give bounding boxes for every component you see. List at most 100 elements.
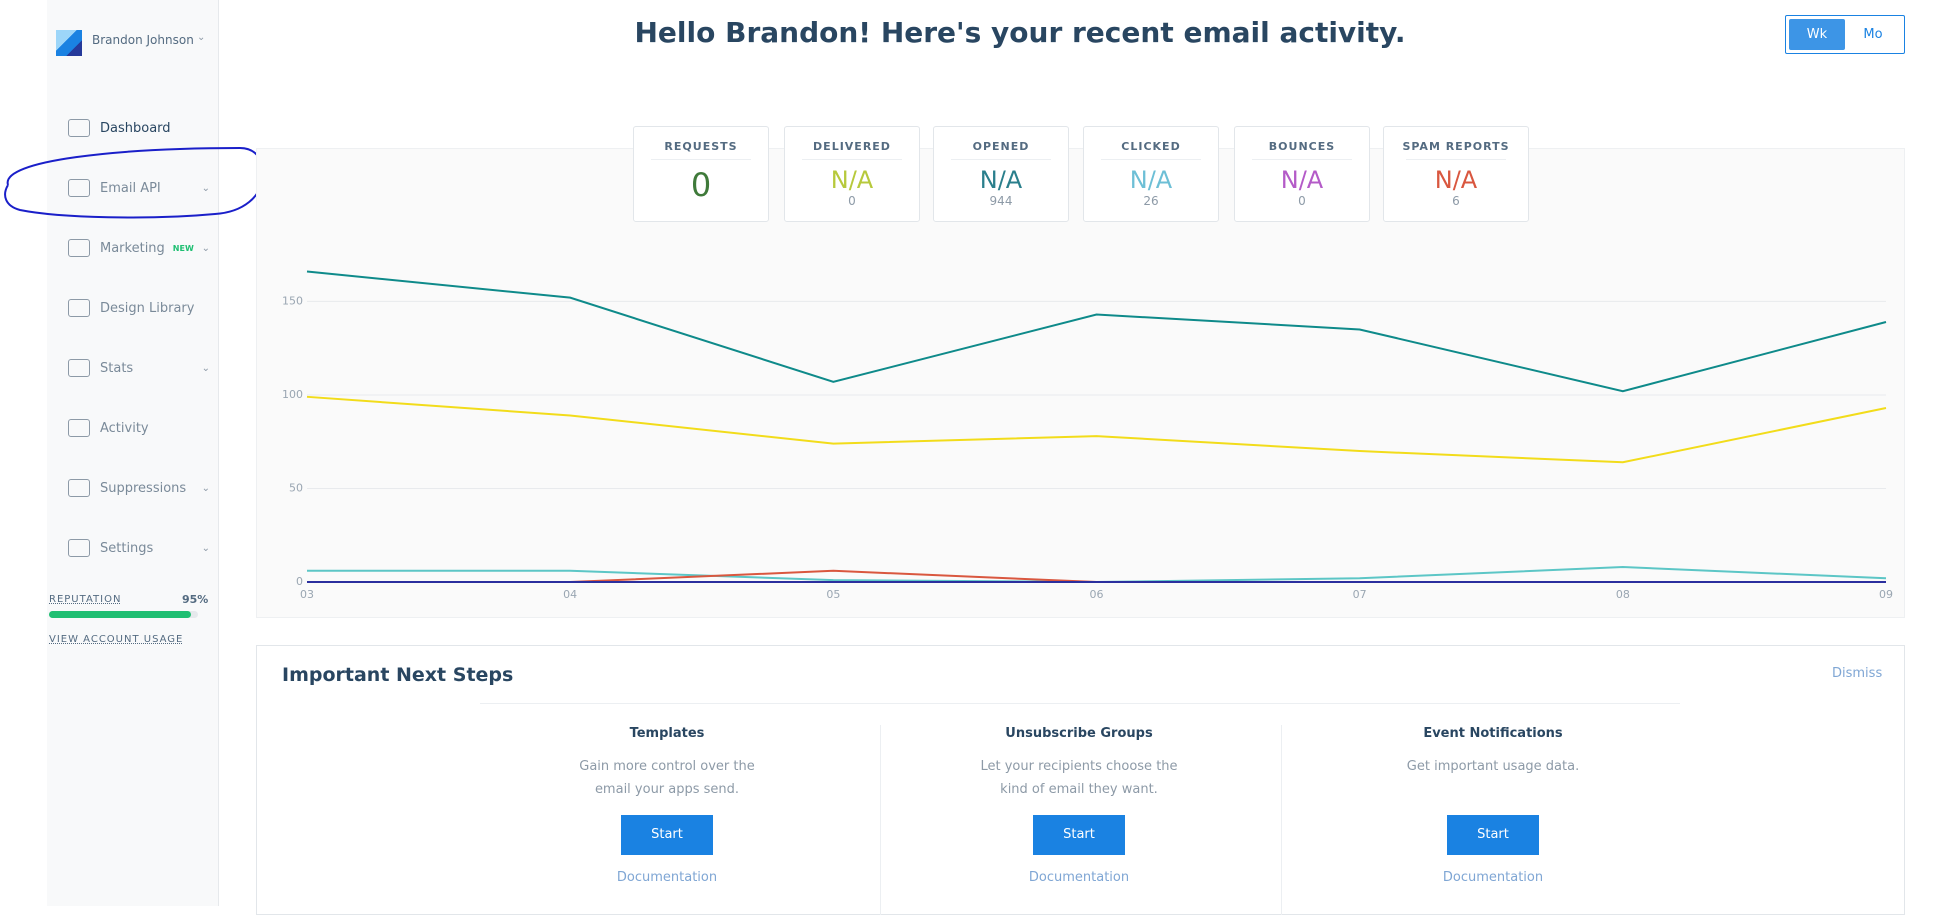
step-text: Get important usage data. [1406, 759, 1580, 774]
activity-chart: 0 50 100 150 03 04 05 06 07 08 09 [282, 270, 1893, 601]
nav-icon [68, 239, 90, 257]
x-tick-label: 06 [1090, 588, 1104, 601]
nav-item[interactable]: Activity [68, 413, 218, 443]
reputation-value: 95% [182, 593, 209, 606]
documentation-link[interactable]: Documentation [1442, 870, 1544, 885]
start-button[interactable]: Start [1447, 815, 1539, 855]
step-title: Event Notifications [1423, 726, 1563, 741]
stat-card[interactable]: BOUNCES N/A 0 [1234, 126, 1370, 222]
stat-card[interactable]: DELIVERED N/A 0 [784, 126, 920, 222]
nav-item[interactable]: Email API ⌄ [68, 173, 218, 203]
nav-label: Suppressions [100, 480, 187, 496]
start-button[interactable]: Start [621, 815, 713, 855]
stat-card[interactable]: REQUESTS 0 [633, 126, 769, 222]
nav-chevron: ⌄ [201, 182, 210, 194]
stat-value: N/A [1434, 166, 1478, 194]
start-button[interactable]: Start [1033, 815, 1125, 855]
chart-panel: 0 50 100 150 03 04 05 06 07 08 09 [256, 148, 1905, 618]
stat-value: 0 [690, 166, 712, 204]
x-tick-label: 04 [563, 588, 577, 601]
nav-icon [68, 479, 90, 497]
nav-label: Design Library [100, 300, 195, 316]
column-divider [1281, 725, 1282, 915]
nav-item[interactable]: Suppressions ⌄ [68, 473, 218, 503]
nav-chevron: ⌄ [201, 242, 210, 254]
stat-value: N/A [1129, 166, 1173, 194]
page-title: Hello Brandon! Here's your recent email … [634, 16, 1406, 49]
y-tick-label: 50 [289, 481, 303, 494]
stat-label: SPAM REPORTS [1402, 140, 1510, 153]
stat-label: BOUNCES [1268, 140, 1336, 153]
nav-chevron: ⌄ [201, 482, 210, 494]
step-title: Templates [629, 726, 705, 741]
toggle-month[interactable]: Mo [1863, 27, 1883, 42]
nav-icon [68, 359, 90, 377]
nav-label: Activity [100, 420, 149, 436]
nav-icon [68, 539, 90, 557]
nav-item[interactable]: Dashboard [68, 113, 218, 143]
stat-count: 6 [1452, 194, 1460, 208]
stat-value: N/A [830, 166, 874, 194]
step-column: Templates Gain more control over the emai… [517, 720, 817, 885]
nav-badge: NEW [172, 243, 194, 253]
y-tick-label: 0 [296, 575, 303, 588]
stat-count: 26 [1143, 194, 1159, 208]
y-tick-label: 150 [282, 294, 303, 307]
x-tick-label: 09 [1879, 588, 1893, 601]
y-tick-label: 100 [282, 388, 303, 401]
nav-icon [68, 119, 90, 137]
stat-label: CLICKED [1121, 140, 1181, 153]
step-text: Gain more control over the email your ap… [579, 759, 755, 797]
divider [480, 703, 1680, 704]
nav-item[interactable]: Settings ⌄ [68, 533, 218, 563]
period-toggle: Wk Mo [1785, 15, 1905, 54]
series-line [306, 270, 1887, 393]
stat-card[interactable]: CLICKED N/A 26 [1083, 126, 1219, 222]
stat-separator [1406, 159, 1506, 160]
nav-label: Marketing [100, 240, 165, 256]
column-divider [880, 725, 881, 915]
user-chevron: ⌄ [197, 32, 206, 43]
step-column: Unsubscribe Groups Let your recipients ch… [929, 720, 1229, 885]
stat-count: 944 [989, 194, 1013, 208]
series-line [307, 566, 1887, 584]
stat-label: OPENED [972, 140, 1030, 153]
nav-icon [68, 419, 90, 437]
stat-separator [1101, 159, 1201, 160]
nav-item[interactable]: Marketing NEW ⌄ [68, 233, 218, 263]
step-text: Let your recipients choose the kind of e… [980, 759, 1178, 797]
stat-count: 0 [848, 194, 856, 208]
stat-card[interactable]: OPENED N/A 944 [933, 126, 1069, 222]
stat-separator [1252, 159, 1352, 160]
nav-chevron: ⌄ [201, 362, 210, 374]
nav-icon [68, 299, 90, 317]
stat-card[interactable]: SPAM REPORTS N/A 6 [1383, 126, 1529, 222]
user-name[interactable]: Brandon Johnson [92, 33, 194, 47]
stat-label: REQUESTS [664, 140, 738, 153]
stat-separator [802, 159, 902, 160]
nav-item[interactable]: Stats ⌄ [68, 353, 218, 383]
nav-label: Email API [100, 180, 161, 196]
toggle-week[interactable]: Wk [1789, 19, 1845, 50]
nav-chevron: ⌄ [201, 542, 210, 554]
stat-label: DELIVERED [813, 140, 891, 153]
nav-icon [68, 179, 90, 197]
x-tick-label: 08 [1616, 588, 1630, 601]
nav-label: Stats [100, 360, 134, 376]
series-line [306, 395, 1887, 464]
account-usage-link[interactable]: VIEW ACCOUNT USAGE [49, 634, 184, 645]
documentation-link[interactable]: Documentation [616, 870, 718, 885]
next-steps-title: Important Next Steps [282, 664, 514, 686]
step-column: Event Notifications Get important usage d… [1343, 720, 1643, 885]
documentation-link[interactable]: Documentation [1028, 870, 1130, 885]
dismiss-link[interactable]: Dismiss [1832, 666, 1883, 681]
nav-label: Settings [100, 540, 154, 556]
x-tick-label: 07 [1353, 588, 1367, 601]
stat-count: 0 [1298, 194, 1306, 208]
nav-label: Dashboard [100, 120, 171, 136]
stat-separator [951, 159, 1051, 160]
nav-item[interactable]: Design Library [68, 293, 218, 323]
sidebar: Brandon Johnson ⌄ Dashboard Email API ⌄ Mar… [47, 0, 219, 906]
stat-separator [651, 159, 751, 160]
